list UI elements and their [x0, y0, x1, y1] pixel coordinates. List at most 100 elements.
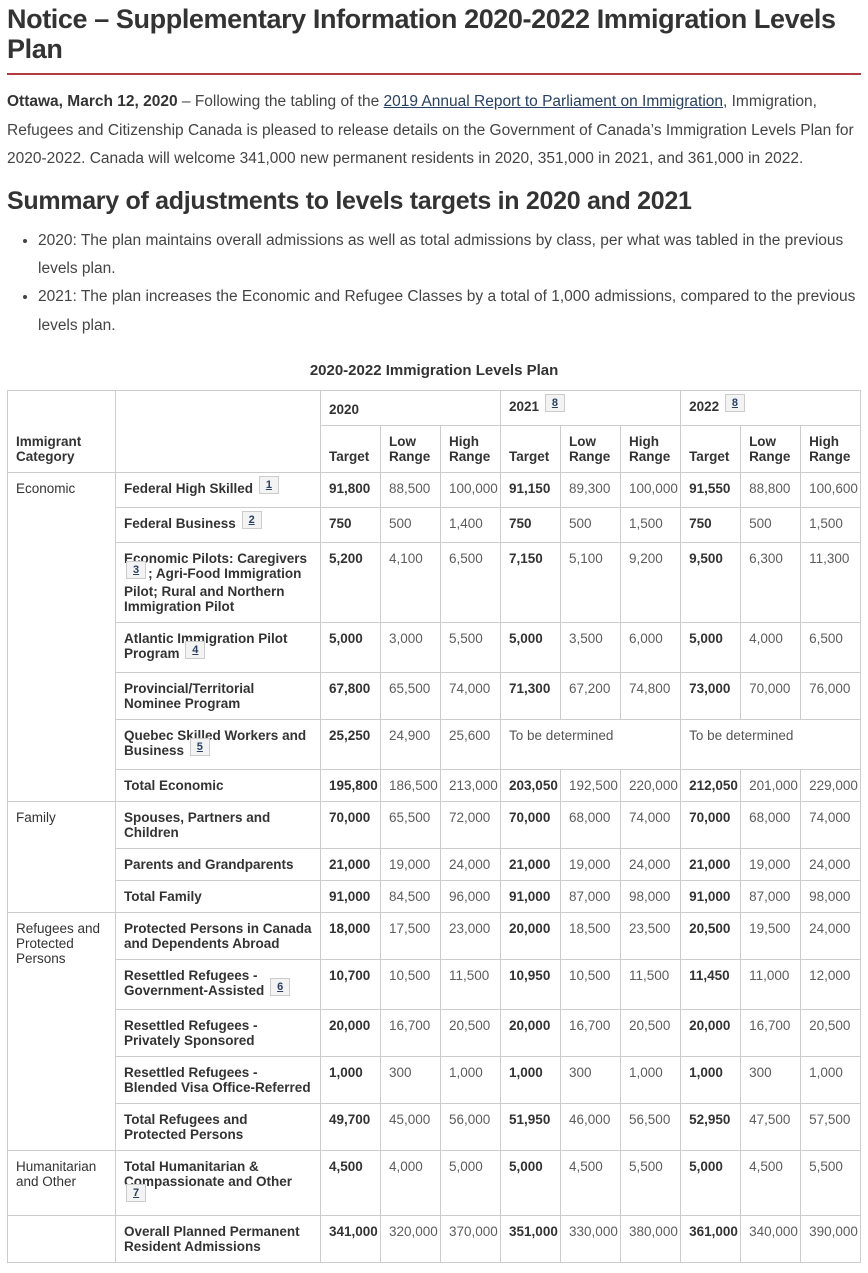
value-cell: 351,000 — [500, 1214, 562, 1263]
footnote-link-3[interactable]: 3 — [126, 560, 147, 579]
program-label-cell: Overall Planned Permanent Resident Admis… — [115, 1214, 321, 1263]
levels-table-body: Economic Federal High Skilled 1 91,800 88,5… — [7, 471, 862, 1263]
year-label-2022: 2022 — [689, 398, 720, 414]
value-cell: 1,000 — [800, 1055, 862, 1104]
footnote-link-8[interactable]: 8 — [724, 393, 745, 412]
value-cell: 10,500 — [380, 958, 441, 1010]
footnote-link-5[interactable]: 5 — [189, 737, 210, 756]
annual-report-link[interactable]: 2019 Annual Report to Parliament on Immi… — [383, 93, 724, 111]
value-cell: 19,500 — [740, 911, 802, 960]
value-cell: 73,000 — [680, 671, 742, 720]
value-cell: 10,700 — [320, 958, 381, 1010]
value-cell: 5,500 — [800, 1149, 862, 1216]
value-cell: 74,800 — [620, 671, 682, 720]
value-cell: 20,500 — [800, 1008, 862, 1057]
footnote-link-6[interactable]: 6 — [270, 977, 291, 996]
value-cell: 16,700 — [740, 1008, 802, 1057]
table-row: Humanitarian and Other Total Humanitarian… — [7, 1149, 862, 1216]
footnote-link-1[interactable]: 1 — [258, 475, 279, 494]
value-cell: 192,500 — [560, 768, 622, 802]
value-cell: 11,500 — [439, 958, 502, 1010]
table-row: Parents and Grandparents 21,000 19,000 24,0… — [8, 847, 862, 881]
value-cell: 341,000 — [320, 1214, 381, 1263]
value-cell: 96,000 — [439, 879, 502, 913]
value-cell: 70,000 — [320, 800, 381, 849]
value-cell: 340,000 — [740, 1214, 802, 1263]
table-row: Economic Pilots: Caregivers 3; Agri-Food… — [8, 541, 862, 623]
value-cell: 1,000 — [320, 1055, 381, 1104]
table-row: Total Economic 195,800 186,500 213,000 203,0… — [8, 768, 862, 802]
summary-list: 2020: The plan maintains overall admissi… — [7, 227, 861, 340]
value-cell: 17,500 — [380, 911, 441, 960]
value-cell: 10,950 — [500, 958, 562, 1010]
footnote-link-8[interactable]: 8 — [544, 393, 565, 412]
value-cell: 24,900 — [380, 718, 441, 770]
value-cell: 5,000 — [680, 621, 742, 673]
value-cell: 88,800 — [740, 471, 802, 508]
value-cell: 18,500 — [560, 911, 622, 960]
footnote-link-4[interactable]: 4 — [185, 640, 206, 659]
table-row: Provincial/Territorial Nominee Program 67… — [8, 671, 862, 720]
value-cell: 12,000 — [800, 958, 862, 1010]
program-label-cell: Total Family — [115, 879, 321, 913]
summary-bullet-2020: 2020: The plan maintains overall admissi… — [38, 227, 861, 283]
value-cell: 750 — [320, 506, 381, 543]
value-cell: 300 — [380, 1055, 441, 1104]
table-row: Quebec Skilled Workers and Business 5 25,… — [8, 718, 862, 770]
target-header: Target — [500, 424, 562, 473]
value-cell: 91,550 — [680, 471, 742, 508]
low-range-header: Low Range — [560, 424, 622, 473]
value-cell: 500 — [380, 506, 441, 543]
program-label-cell: Quebec Skilled Workers and Business 5 — [115, 718, 321, 770]
value-cell: 23,000 — [439, 911, 502, 960]
immigrant-category-cell: Economic — [7, 471, 116, 802]
immigrant-category-header: Immigrant Category — [7, 389, 116, 473]
value-cell: 4,000 — [380, 1149, 441, 1216]
value-cell: 6,500 — [800, 621, 862, 673]
value-cell: 220,000 — [620, 768, 682, 802]
value-cell: 3,000 — [380, 621, 441, 673]
value-cell: 91,000 — [680, 879, 742, 913]
value-cell: 88,500 — [380, 471, 441, 508]
table-row: Total Refugees and Protected Persons 49,7… — [8, 1102, 862, 1151]
value-cell: 201,000 — [740, 768, 802, 802]
value-cell: 74,000 — [800, 800, 862, 849]
value-cell: 20,000 — [680, 1008, 742, 1057]
table-row: Resettled Refugees - Privately Sponsored… — [8, 1008, 862, 1057]
value-cell: 20,500 — [620, 1008, 682, 1057]
value-cell: 300 — [740, 1055, 802, 1104]
table-row: Atlantic Immigration Pilot Program 4 5,00… — [8, 621, 862, 673]
year-header-2022: 2022 8 — [680, 389, 862, 426]
value-cell: 1,000 — [500, 1055, 562, 1104]
value-cell: 51,950 — [500, 1102, 562, 1151]
value-cell: 4,500 — [560, 1149, 622, 1216]
value-cell: 57,500 — [800, 1102, 862, 1151]
value-cell: 229,000 — [800, 768, 862, 802]
intro-lead-text: – Following the tabling of the — [177, 93, 384, 111]
program-label-cell: Atlantic Immigration Pilot Program 4 — [115, 621, 321, 673]
value-cell: 65,500 — [380, 671, 441, 720]
value-cell: 4,500 — [740, 1149, 802, 1216]
value-cell: 70,000 — [680, 800, 742, 849]
footnote-link-7[interactable]: 7 — [126, 1183, 147, 1202]
table-row: Resettled Refugees - Blended Visa Office… — [8, 1055, 862, 1104]
value-cell: 500 — [560, 506, 622, 543]
value-cell: 74,000 — [620, 800, 682, 849]
value-cell: 186,500 — [380, 768, 441, 802]
value-cell: 330,000 — [560, 1214, 622, 1263]
value-cell: 91,150 — [500, 471, 562, 508]
footnote-link-2[interactable]: 2 — [241, 510, 262, 529]
intro-paragraph: Ottawa, March 12, 2020 – Following the t… — [7, 88, 861, 173]
value-cell: 5,500 — [439, 621, 502, 673]
value-cell: 1,500 — [620, 506, 682, 543]
value-cell: 18,000 — [320, 911, 381, 960]
value-cell: 68,000 — [740, 800, 802, 849]
value-cell: 21,000 — [500, 847, 562, 881]
program-header-empty — [115, 389, 321, 473]
value-cell: To be determined — [680, 718, 862, 770]
intro-after-link-text: , Immigration, Refugees and Citizenship … — [7, 93, 854, 167]
value-cell: 1,400 — [439, 506, 502, 543]
value-cell: 9,500 — [680, 541, 742, 623]
value-cell: 203,050 — [500, 768, 562, 802]
value-cell: 25,600 — [439, 718, 502, 770]
